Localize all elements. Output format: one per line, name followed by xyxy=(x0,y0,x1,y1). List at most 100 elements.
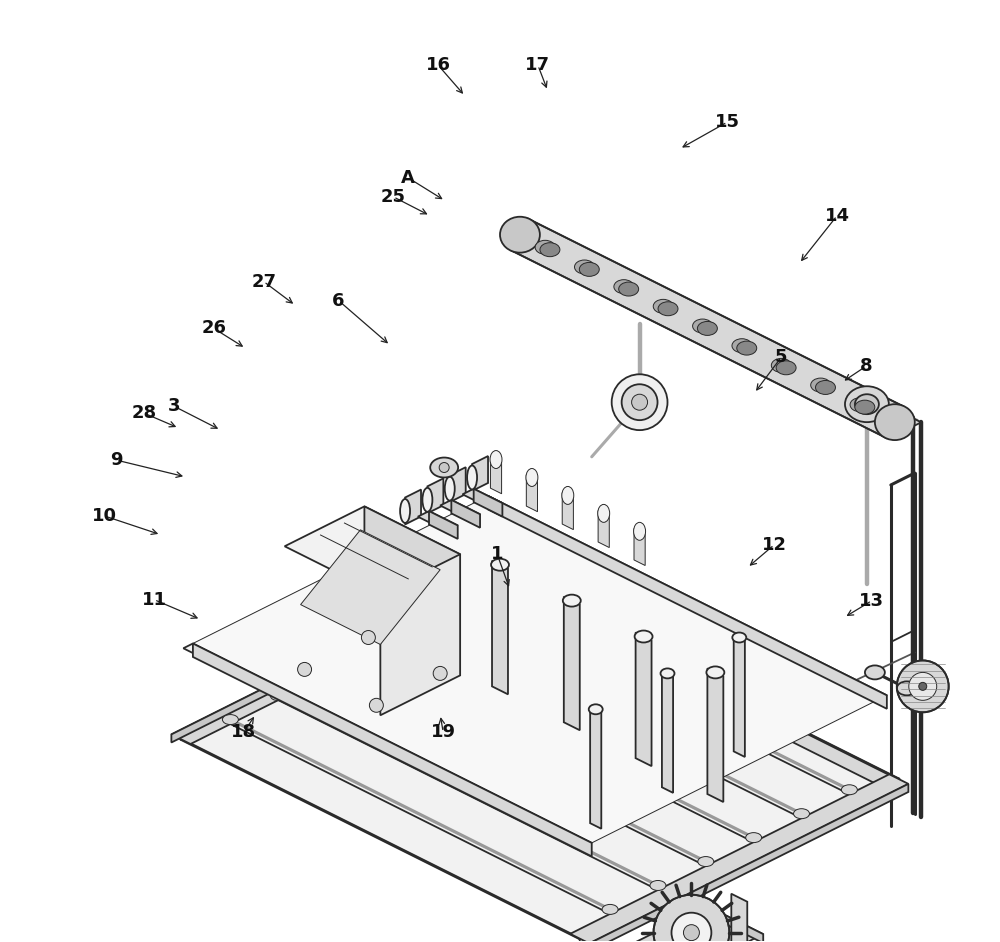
Ellipse shape xyxy=(634,523,646,541)
Ellipse shape xyxy=(776,361,796,375)
Polygon shape xyxy=(564,596,580,730)
Ellipse shape xyxy=(635,630,653,642)
Polygon shape xyxy=(418,512,458,531)
Polygon shape xyxy=(598,511,609,547)
Ellipse shape xyxy=(500,217,540,252)
Ellipse shape xyxy=(732,339,752,352)
Polygon shape xyxy=(474,489,502,516)
Polygon shape xyxy=(364,507,460,675)
Ellipse shape xyxy=(855,400,875,414)
Ellipse shape xyxy=(875,404,915,440)
Polygon shape xyxy=(171,575,490,742)
Ellipse shape xyxy=(650,881,666,890)
Circle shape xyxy=(298,662,312,676)
Circle shape xyxy=(671,913,711,942)
Polygon shape xyxy=(193,495,887,843)
Text: 9: 9 xyxy=(110,451,122,469)
Ellipse shape xyxy=(540,243,560,256)
Polygon shape xyxy=(562,493,573,529)
Ellipse shape xyxy=(855,395,879,414)
Text: 25: 25 xyxy=(381,187,406,205)
Ellipse shape xyxy=(366,642,382,653)
Ellipse shape xyxy=(400,499,410,523)
Ellipse shape xyxy=(653,300,673,314)
Text: 19: 19 xyxy=(431,723,456,741)
Circle shape xyxy=(909,673,937,700)
Polygon shape xyxy=(492,560,508,694)
Polygon shape xyxy=(707,906,763,942)
Circle shape xyxy=(654,895,729,942)
Ellipse shape xyxy=(598,504,610,523)
Polygon shape xyxy=(285,507,460,594)
Circle shape xyxy=(919,682,927,690)
Circle shape xyxy=(897,660,949,712)
Polygon shape xyxy=(451,500,480,528)
Ellipse shape xyxy=(602,904,618,915)
Circle shape xyxy=(683,925,699,941)
Ellipse shape xyxy=(422,488,432,512)
Ellipse shape xyxy=(658,301,678,316)
Ellipse shape xyxy=(794,808,809,819)
Ellipse shape xyxy=(619,282,639,296)
Ellipse shape xyxy=(462,595,478,605)
Text: 17: 17 xyxy=(525,57,550,74)
Text: 11: 11 xyxy=(142,591,167,609)
Circle shape xyxy=(612,374,668,430)
Polygon shape xyxy=(590,706,601,829)
Polygon shape xyxy=(472,456,488,491)
Polygon shape xyxy=(193,643,592,856)
Polygon shape xyxy=(171,575,510,744)
Circle shape xyxy=(622,384,658,420)
Ellipse shape xyxy=(865,665,885,679)
Polygon shape xyxy=(570,774,908,942)
Ellipse shape xyxy=(845,386,889,422)
Polygon shape xyxy=(512,219,903,438)
Text: A: A xyxy=(401,169,415,187)
Ellipse shape xyxy=(697,321,717,335)
Polygon shape xyxy=(429,512,458,539)
Ellipse shape xyxy=(222,715,238,724)
Ellipse shape xyxy=(430,458,458,478)
Ellipse shape xyxy=(575,260,594,274)
Ellipse shape xyxy=(732,632,746,642)
Ellipse shape xyxy=(491,559,509,571)
Text: 5: 5 xyxy=(775,349,787,366)
Ellipse shape xyxy=(467,465,477,490)
Ellipse shape xyxy=(535,240,555,254)
Ellipse shape xyxy=(850,398,870,412)
Text: 14: 14 xyxy=(825,206,850,225)
Polygon shape xyxy=(488,495,887,708)
Ellipse shape xyxy=(771,358,791,372)
Text: 28: 28 xyxy=(131,404,157,422)
Polygon shape xyxy=(301,529,440,644)
Text: 13: 13 xyxy=(859,592,884,609)
Ellipse shape xyxy=(318,667,334,676)
Ellipse shape xyxy=(614,280,634,294)
Polygon shape xyxy=(478,495,887,700)
Text: 10: 10 xyxy=(92,507,117,525)
Polygon shape xyxy=(634,528,645,565)
Ellipse shape xyxy=(270,690,286,701)
Text: 12: 12 xyxy=(762,536,787,554)
Circle shape xyxy=(369,698,383,712)
Polygon shape xyxy=(490,457,502,494)
Ellipse shape xyxy=(811,378,831,392)
Circle shape xyxy=(632,395,648,410)
Polygon shape xyxy=(526,475,537,512)
Ellipse shape xyxy=(589,705,603,714)
Polygon shape xyxy=(589,784,908,942)
Text: 16: 16 xyxy=(426,57,451,74)
Text: 1: 1 xyxy=(491,544,503,562)
Circle shape xyxy=(361,630,375,644)
Text: 15: 15 xyxy=(715,113,740,131)
Text: 3: 3 xyxy=(168,398,180,415)
Polygon shape xyxy=(463,489,502,509)
Ellipse shape xyxy=(698,856,714,867)
Text: 6: 6 xyxy=(332,291,345,310)
Polygon shape xyxy=(183,643,592,848)
Polygon shape xyxy=(440,500,480,520)
Polygon shape xyxy=(380,554,460,715)
Polygon shape xyxy=(580,779,899,942)
Polygon shape xyxy=(427,479,443,513)
Ellipse shape xyxy=(693,319,713,333)
